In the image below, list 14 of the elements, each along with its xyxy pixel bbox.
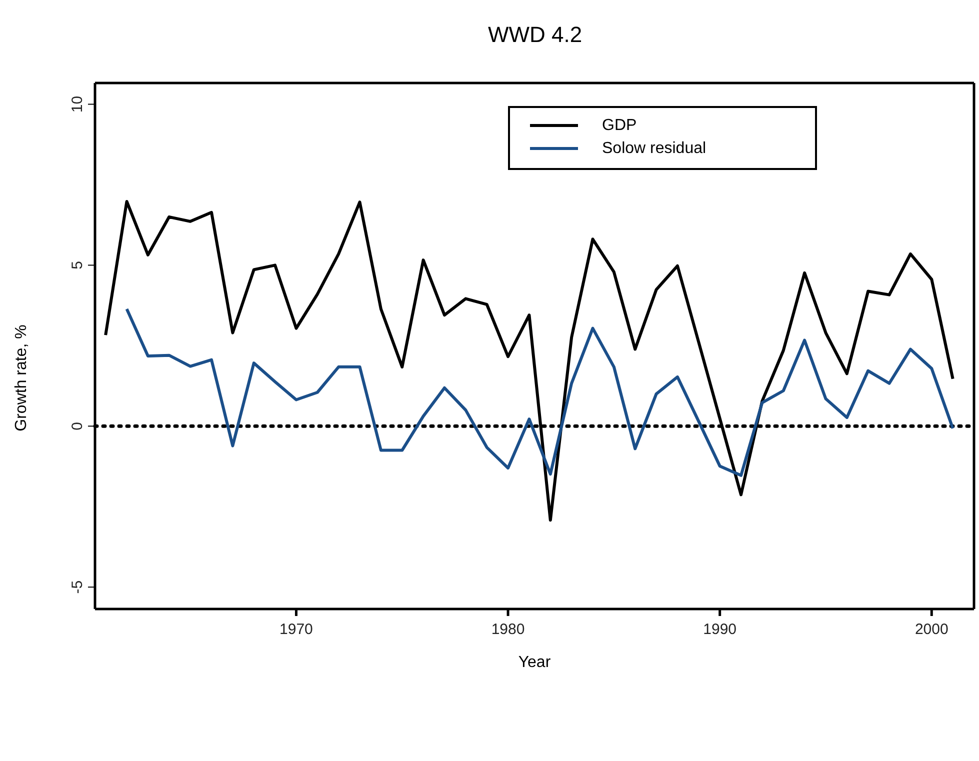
y-tick-label: -5 bbox=[69, 580, 86, 594]
x-tick-label: 1980 bbox=[491, 621, 525, 638]
y-axis-title: Growth rate, % bbox=[13, 324, 31, 432]
legend-label: GDP bbox=[602, 116, 637, 134]
x-tick-label: 2000 bbox=[914, 621, 948, 638]
x-tick-label: 1990 bbox=[703, 621, 737, 638]
x-tick-label: 1970 bbox=[280, 621, 313, 638]
legend-label: Solow residual bbox=[602, 140, 706, 158]
y-tick-label: 5 bbox=[69, 261, 86, 270]
y-tick-label: 10 bbox=[69, 96, 86, 113]
line-series bbox=[125, 307, 954, 477]
chart-title: WWD 4.2 bbox=[486, 22, 584, 48]
x-axis-title: Year bbox=[518, 654, 552, 671]
y-tick-label: 0 bbox=[69, 422, 86, 430]
